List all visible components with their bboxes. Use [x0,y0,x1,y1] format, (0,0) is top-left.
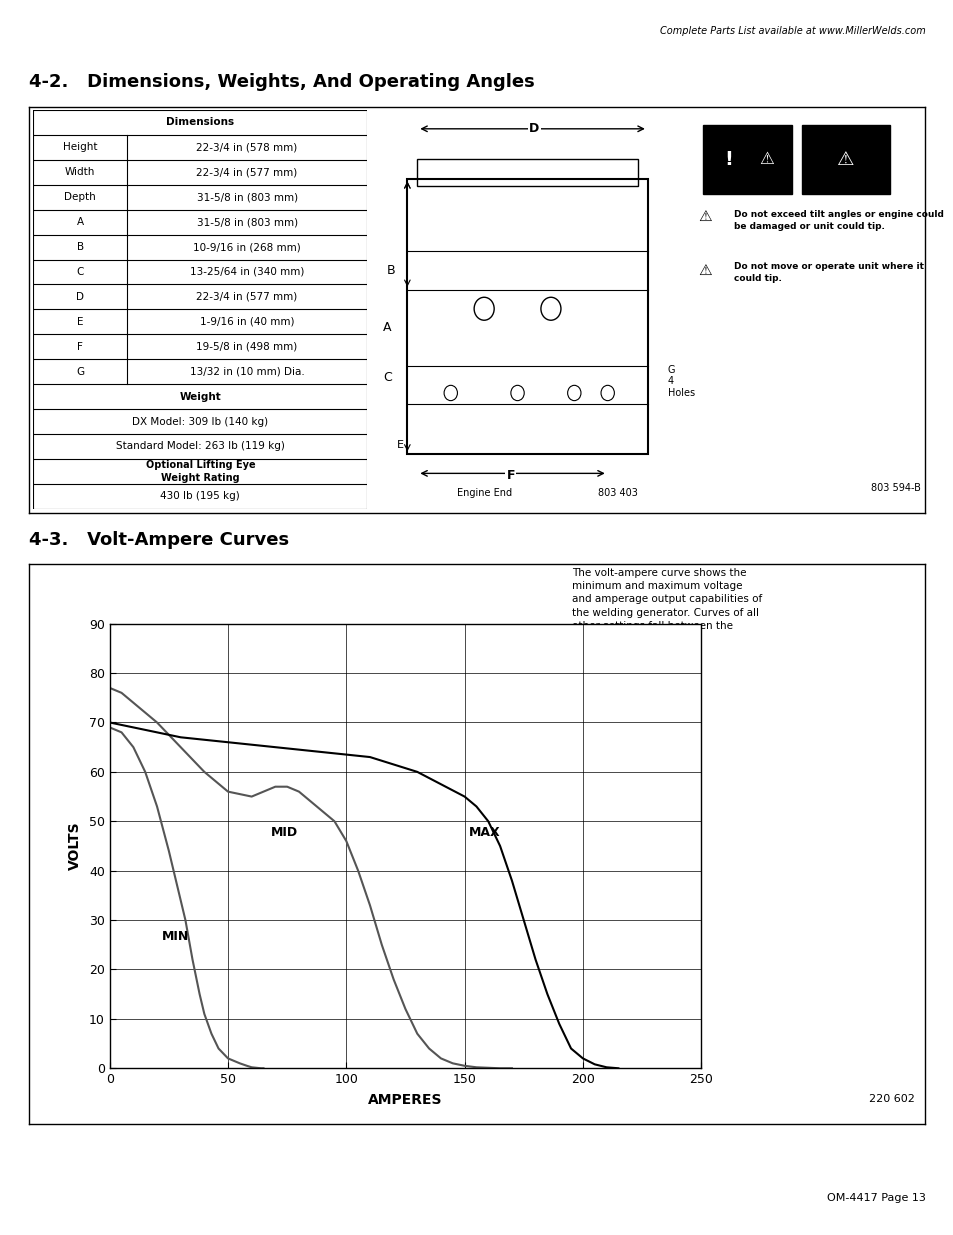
Text: C: C [382,372,392,384]
Text: 22-3/4 in (578 mm): 22-3/4 in (578 mm) [196,142,297,152]
Text: F: F [506,469,515,482]
Text: Height: Height [63,142,97,152]
Text: 19-5/8 in (498 mm): 19-5/8 in (498 mm) [196,342,297,352]
X-axis label: AMPERES: AMPERES [368,1093,442,1107]
Text: Do not move or operate unit where it
could tip.: Do not move or operate unit where it cou… [733,262,923,283]
Text: B: B [76,242,84,252]
Text: E: E [396,440,404,450]
Text: DX Model: 309 lb (140 kg): DX Model: 309 lb (140 kg) [132,416,268,426]
Text: 803 594-B: 803 594-B [870,483,920,493]
Text: ⚠: ⚠ [698,210,712,225]
Text: Depth: Depth [64,193,96,203]
Text: Complete Parts List available at www.MillerWelds.com: Complete Parts List available at www.Mil… [659,26,924,36]
Text: ⚠: ⚠ [698,263,712,278]
Text: Optional Lifting Eye
Weight Rating: Optional Lifting Eye Weight Rating [146,461,254,483]
Text: C: C [76,267,84,277]
Text: 4-3.   Volt-Ampere Curves: 4-3. Volt-Ampere Curves [29,531,289,550]
Text: 22-3/4 in (577 mm): 22-3/4 in (577 mm) [196,291,297,301]
Text: MIN: MIN [162,930,189,942]
Text: F: F [77,342,83,352]
Text: 430 lb (195 kg): 430 lb (195 kg) [160,492,240,501]
Text: 22-3/4 in (577 mm): 22-3/4 in (577 mm) [196,167,297,178]
Text: OM-4417 Page 13: OM-4417 Page 13 [825,1193,924,1203]
Text: 13-25/64 in (340 mm): 13-25/64 in (340 mm) [190,267,304,277]
Text: MAX: MAX [469,826,500,839]
Text: ⚠: ⚠ [759,151,773,168]
Text: Width: Width [65,167,95,178]
Text: !: ! [724,149,733,169]
Text: Engine End: Engine End [456,488,511,498]
Text: 31-5/8 in (803 mm): 31-5/8 in (803 mm) [196,217,297,227]
Text: 31-5/8 in (803 mm): 31-5/8 in (803 mm) [196,193,297,203]
Text: Weight: Weight [179,391,221,401]
Text: 10-9/16 in (268 mm): 10-9/16 in (268 mm) [193,242,300,252]
Text: Dimensions: Dimensions [166,117,234,127]
Bar [702,125,791,194]
Text: 4-2.   Dimensions, Weights, And Operating Angles: 4-2. Dimensions, Weights, And Operating … [29,73,534,90]
Text: B: B [386,264,395,277]
Text: D: D [76,291,84,301]
Text: Standard Model: 263 lb (119 kg): Standard Model: 263 lb (119 kg) [115,441,285,452]
Bar [416,159,637,186]
Text: A: A [76,217,84,227]
Text: G
4
Holes: G 4 Holes [667,364,694,398]
Text: 13/32 in (10 mm) Dia.: 13/32 in (10 mm) Dia. [190,367,304,377]
Text: G: G [76,367,84,377]
Text: Do not exceed tilt angles or engine could
be damaged or unit could tip.: Do not exceed tilt angles or engine coul… [733,210,943,231]
Text: A: A [383,321,391,335]
Y-axis label: VOLTS: VOLTS [68,821,82,871]
Bar [801,125,889,194]
Text: ⚠: ⚠ [837,149,854,169]
Text: MID: MID [271,826,297,839]
Text: 1-9/16 in (40 mm): 1-9/16 in (40 mm) [199,317,294,327]
Bar [407,179,647,454]
Text: E: E [77,317,83,327]
Text: 803 403: 803 403 [598,488,637,498]
Text: The volt-ampere curve shows the
minimum and maximum voltage
and amperage output : The volt-ampere curve shows the minimum … [572,568,761,645]
Text: 220 602: 220 602 [868,1094,914,1104]
Text: D: D [529,122,538,136]
